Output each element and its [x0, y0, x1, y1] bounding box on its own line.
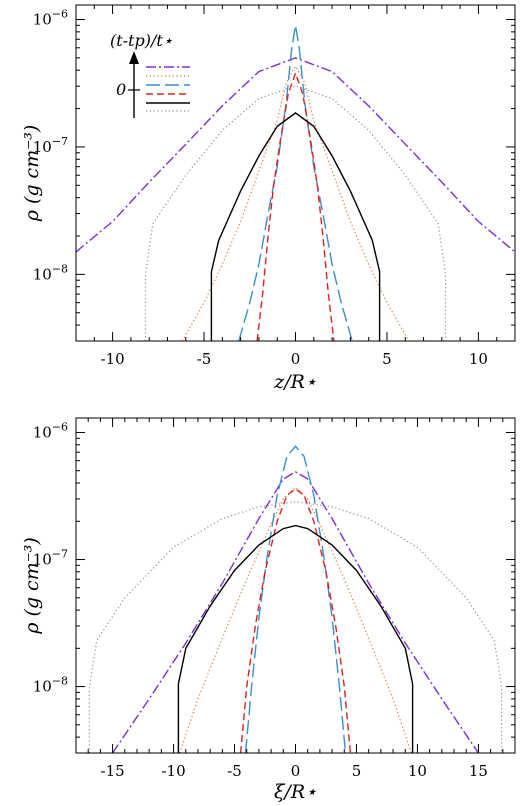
top-series-line-dashdot-0	[76, 57, 515, 253]
top-x-tick-label: 5	[382, 350, 392, 368]
bottom-series-line-dotted-1	[179, 486, 412, 753]
bottom-panel: -15 -10 -5 0 5 10 15 10−8 10−7 10−6 ξ/R⋆ ρ (g cm⁻³)	[21, 417, 516, 803]
top-series-line-dashed-3	[256, 70, 335, 341]
top-y-tick-label: 10−8	[33, 262, 68, 283]
top-series-line-dotted-1	[181, 64, 410, 341]
bottom-series-group	[88, 445, 503, 753]
bottom-x-axis-label: ξ/R⋆	[274, 781, 317, 803]
bottom-series-line-dashdot-0	[112, 470, 479, 753]
bottom-plot-frame	[75, 417, 516, 754]
bottom-x-tick-label: -5	[227, 762, 242, 780]
top-series-line-longdash-2	[238, 25, 353, 341]
top-x-tick-label: 10	[469, 350, 488, 368]
bottom-x-tick-label: -15	[101, 762, 125, 780]
top-series-line-dotted-5	[144, 85, 447, 341]
top-x-axis-label: z/R⋆	[273, 371, 317, 393]
bottom-x-tick-label: 0	[291, 762, 301, 780]
top-panel: -10 -5 0 5 10 10−8 10−7 10−6 z/R⋆ ρ (g cm⁻³) (t-tp…	[21, 4, 516, 393]
bottom-y-tick-label: 10−7	[33, 548, 68, 569]
bottom-x-tick-label: 15	[469, 762, 488, 780]
legend-zero-label: 0	[116, 80, 126, 99]
top-plot-frame	[75, 4, 516, 342]
top-y-axis-label: ρ (g cm⁻³)	[21, 125, 43, 223]
bottom-y-tick-label: 10−6	[33, 420, 68, 441]
bottom-y-tick-label: 10−8	[33, 675, 68, 696]
legend: (t-tp)/t⋆ 0	[110, 31, 190, 118]
top-y-tick-label: 10−6	[33, 8, 68, 29]
top-series-group	[76, 25, 515, 341]
legend-arrow-head	[129, 51, 139, 64]
bottom-series-line-solid-4	[177, 524, 414, 753]
top-y-tick-label: 10−7	[33, 135, 68, 156]
legend-title: (t-tp)/t⋆	[110, 31, 173, 50]
top-x-tick-label: -10	[101, 350, 125, 368]
bottom-x-tick-label: 5	[352, 762, 362, 780]
top-x-tick-label: -5	[197, 350, 212, 368]
bottom-x-tick-label: 10	[408, 762, 427, 780]
bottom-series-line-longdash-2	[244, 445, 347, 753]
bottom-series-line-dotted-5	[88, 501, 503, 753]
bottom-x-tick-label: -10	[161, 762, 185, 780]
bottom-series-line-dashed-3	[239, 487, 352, 753]
bottom-y-axis-label: ρ (g cm⁻³)	[21, 537, 43, 635]
top-series-line-solid-4	[210, 112, 381, 341]
top-x-tick-label: 0	[291, 350, 301, 368]
